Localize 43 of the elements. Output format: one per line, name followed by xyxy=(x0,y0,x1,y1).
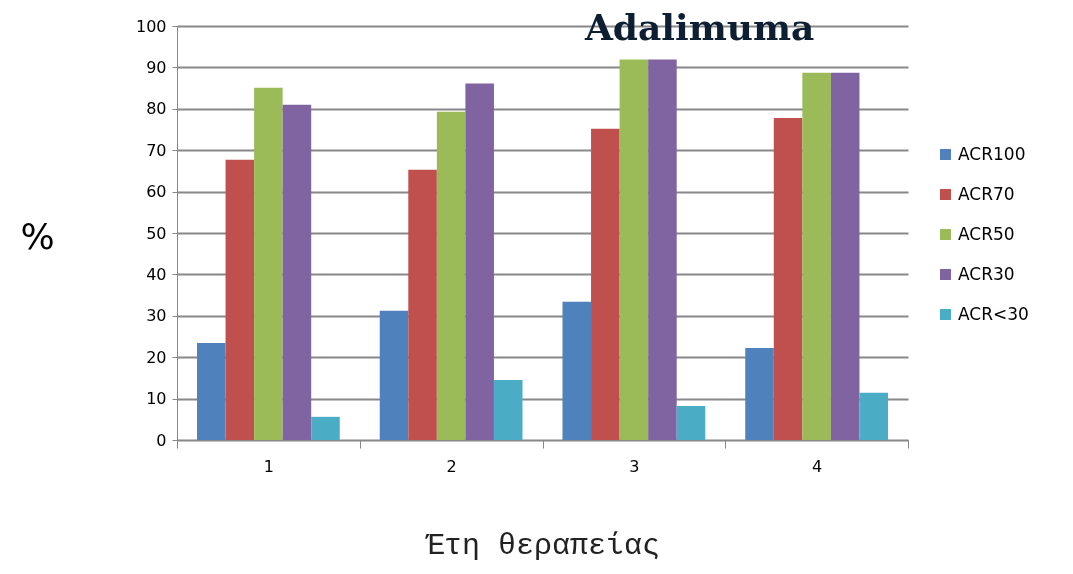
bar xyxy=(619,59,649,440)
legend-label: ACR50 xyxy=(958,223,1015,244)
bar xyxy=(830,72,860,440)
y-tick-label: 10 xyxy=(146,389,167,409)
bar xyxy=(408,169,437,440)
y-tick-label: 90 xyxy=(146,57,167,77)
y-tick-label: 30 xyxy=(146,306,167,326)
bar xyxy=(436,111,466,440)
x-tick-label: 1 xyxy=(263,456,274,476)
bar xyxy=(648,59,677,440)
y-tick-label: 50 xyxy=(146,223,167,243)
y-axis-title: % xyxy=(20,215,55,257)
bar xyxy=(773,117,803,440)
bar xyxy=(465,83,494,440)
bar xyxy=(745,348,774,440)
bar xyxy=(311,416,340,440)
bar xyxy=(254,87,283,440)
y-tick-label: 60 xyxy=(146,182,167,202)
bar xyxy=(379,310,409,440)
y-tick-label: 40 xyxy=(146,264,167,284)
legend-label: ACR<30 xyxy=(958,303,1029,324)
legend-label: ACR70 xyxy=(958,183,1015,204)
bar xyxy=(591,128,620,440)
y-tick-label: 20 xyxy=(146,347,167,367)
bar xyxy=(859,392,889,440)
y-tick-label: 70 xyxy=(146,140,167,160)
x-axis-title: Έτη θεραπείας xyxy=(424,528,661,563)
bar xyxy=(562,301,592,440)
bar xyxy=(196,343,226,440)
bar xyxy=(676,406,706,440)
bar xyxy=(493,379,523,440)
bar xyxy=(282,104,312,440)
legend-label: ACR100 xyxy=(958,143,1026,164)
chart-title: Adalimuma xyxy=(583,6,815,48)
x-tick-label: 3 xyxy=(629,456,640,476)
y-tick-label: 100 xyxy=(135,16,167,36)
legend-label: ACR30 xyxy=(958,263,1015,284)
bar xyxy=(802,72,831,440)
y-tick-label: 80 xyxy=(146,99,167,119)
x-tick-label: 2 xyxy=(446,456,457,476)
x-tick-label: 4 xyxy=(812,456,823,476)
bar xyxy=(225,159,255,440)
y-tick-label: 0 xyxy=(156,430,167,450)
